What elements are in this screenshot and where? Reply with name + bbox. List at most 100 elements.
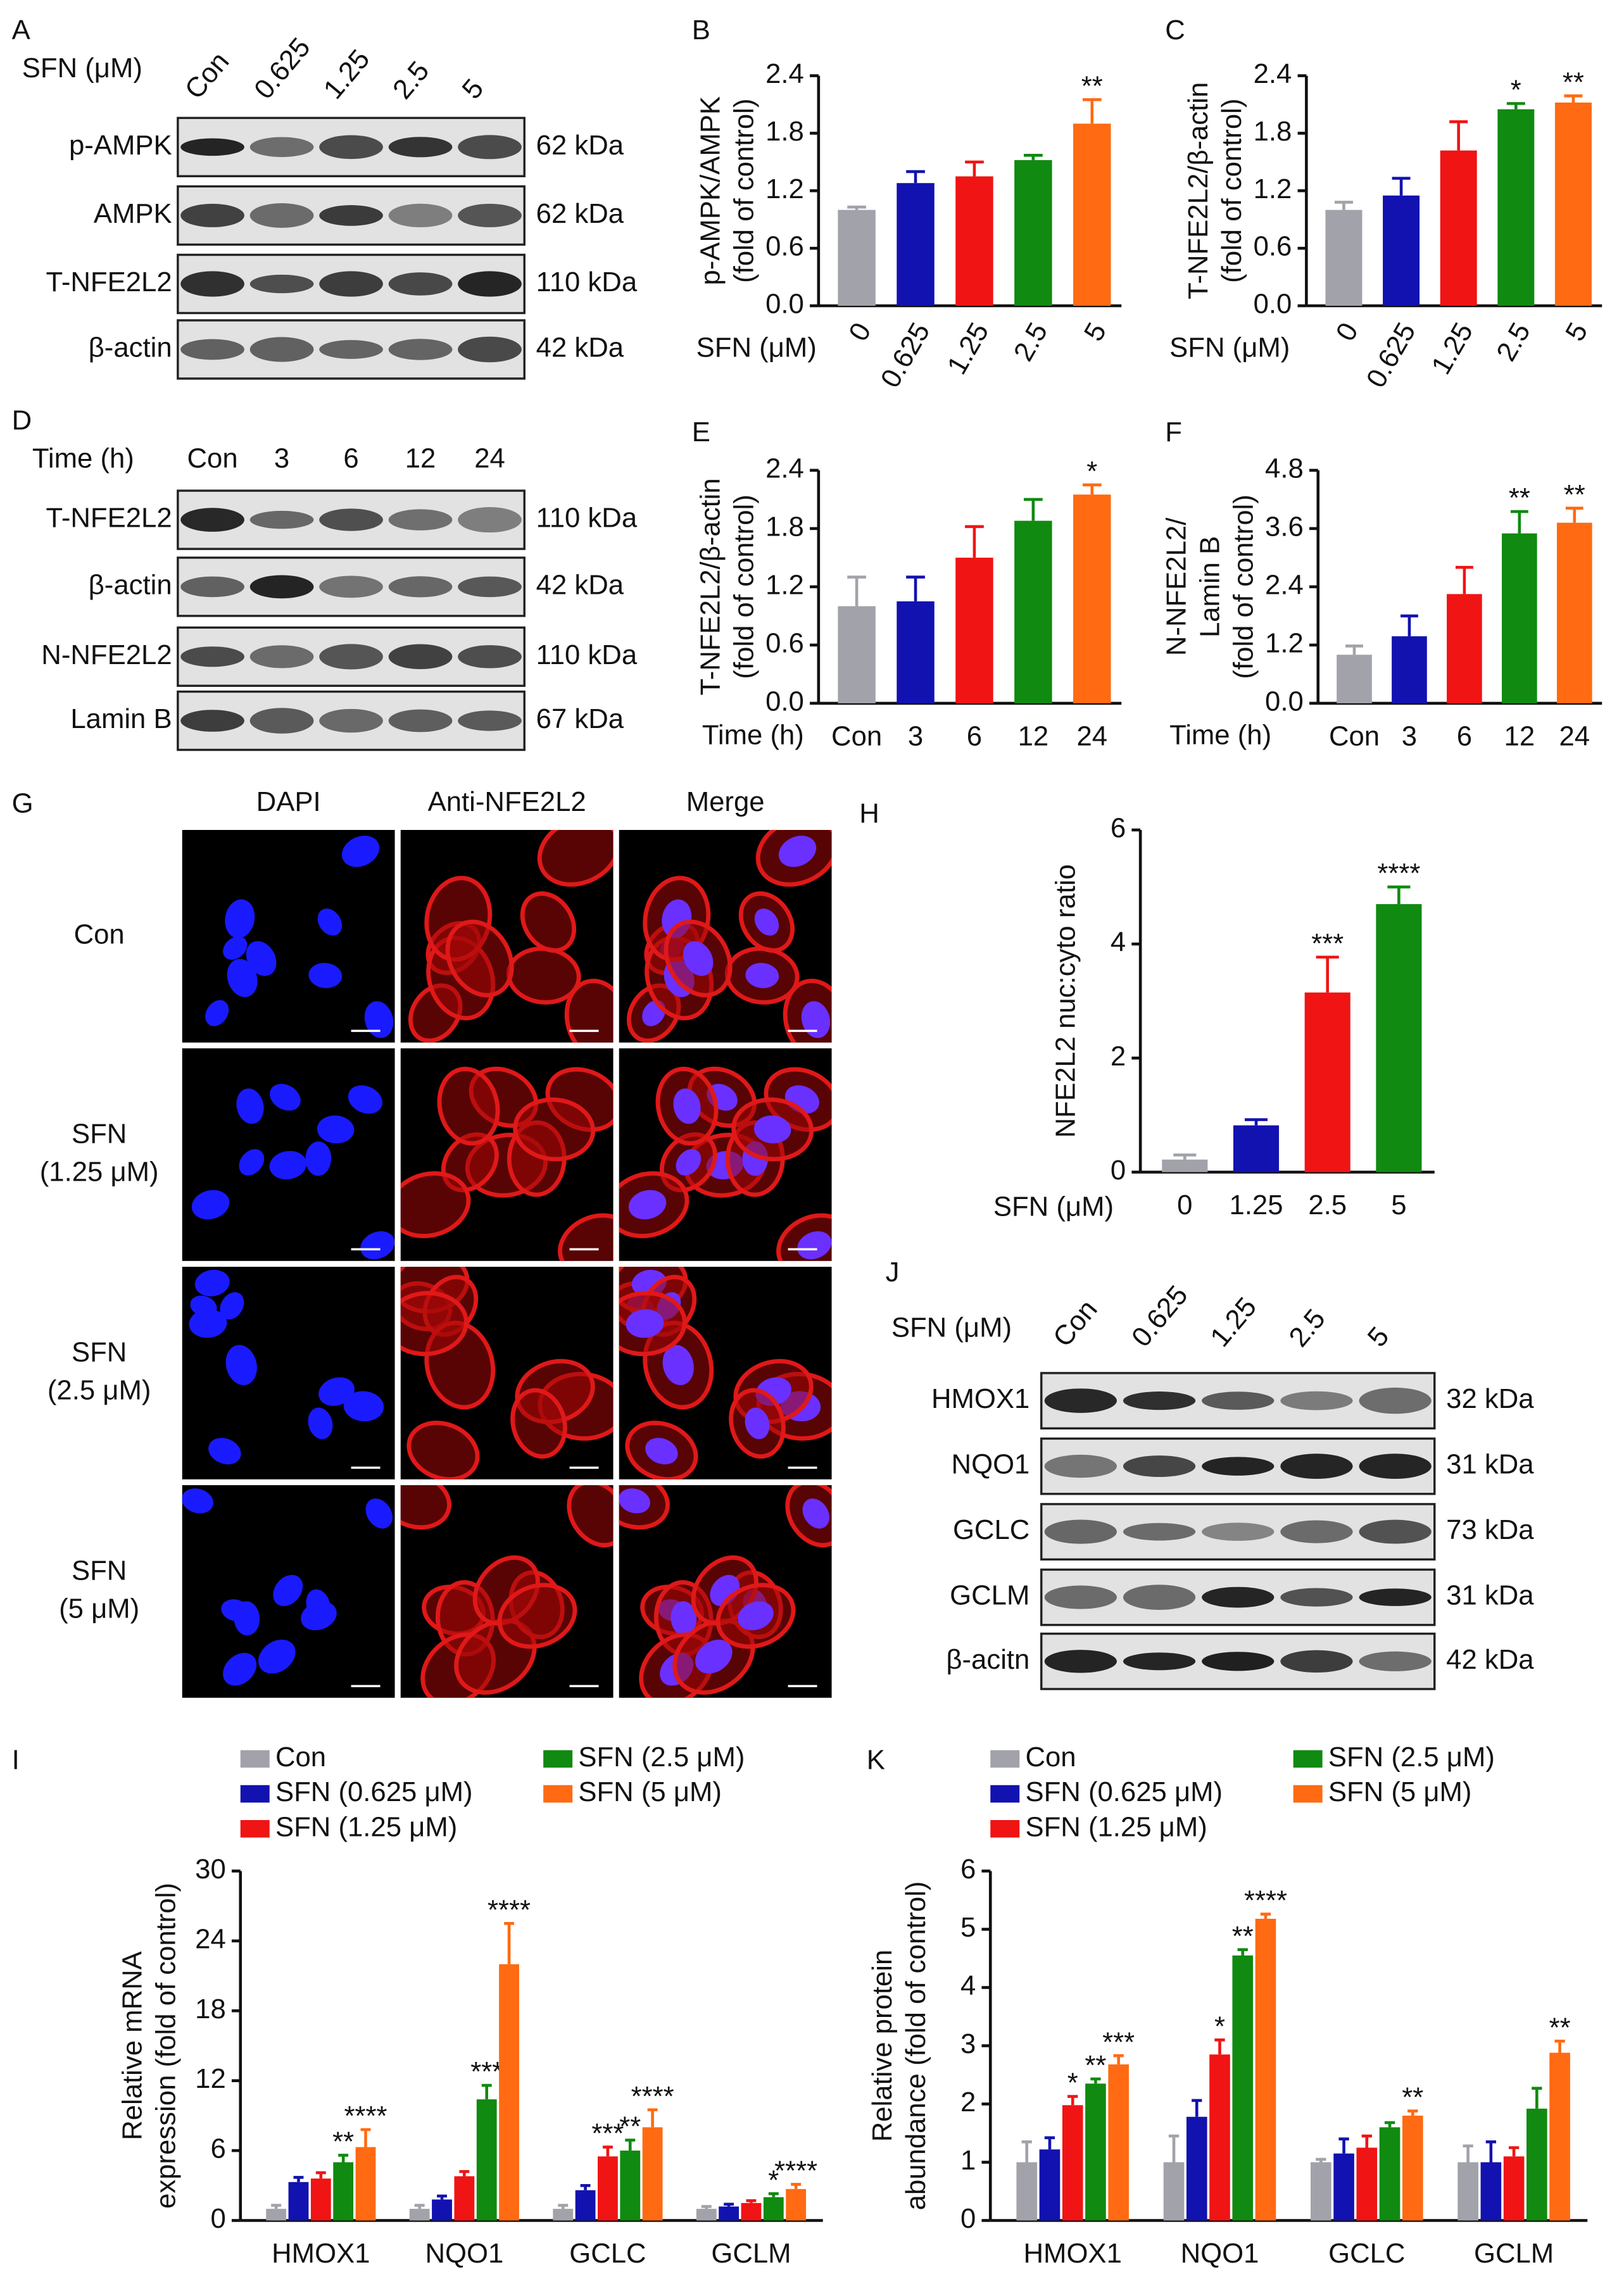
nucleus <box>738 1601 774 1631</box>
cells <box>400 1066 614 1261</box>
legend-label: Con <box>275 1742 326 1773</box>
protein-label: p-AMPK <box>69 130 172 161</box>
y-tick-label: 12 <box>195 2063 226 2094</box>
lane-label: 2.5 <box>1283 1303 1331 1353</box>
y-tick-label: 1 <box>960 2145 976 2176</box>
row-label: Con <box>74 919 125 950</box>
lane-label: 5 <box>456 73 489 105</box>
protein-label: T-NFE2L2 <box>46 267 172 298</box>
x-tick-label: NQO1 <box>425 2238 503 2269</box>
bar <box>476 2099 497 2221</box>
blot-band <box>1280 1588 1353 1607</box>
y-tick-label: 2 <box>960 2087 976 2118</box>
nucleus <box>343 1391 384 1422</box>
y-axis-label: (fold of control) <box>728 99 759 283</box>
cytoplasm <box>497 1583 577 1649</box>
blot-band <box>388 272 453 296</box>
blot-band <box>1123 1585 1196 1610</box>
x-tick-label: 3 <box>908 721 923 752</box>
y-axis-label: T-NFE2L2/β-actin <box>695 478 726 695</box>
x-tick-label: 2.5 <box>1490 317 1537 366</box>
cytoplasm <box>400 1171 471 1238</box>
y-tick-label: 4 <box>960 1970 976 2001</box>
protein-label: β-actin <box>89 569 172 600</box>
size-label: 110 kDa <box>536 503 638 534</box>
y-axis-label: (fold of control) <box>1228 494 1259 679</box>
panel-letter: I <box>12 1745 20 1776</box>
blot-band <box>1359 1588 1432 1606</box>
x-tick-label: 0.625 <box>874 317 936 393</box>
blot-band <box>1044 1585 1117 1609</box>
bar <box>1402 2115 1423 2221</box>
bar <box>1457 2162 1478 2221</box>
cytoplasm <box>445 919 514 998</box>
blot-band <box>1044 1388 1117 1413</box>
y-tick-label: 1.2 <box>1265 627 1304 658</box>
legend-swatch <box>990 1820 1020 1838</box>
blot-band <box>1202 1391 1275 1410</box>
row-label: SFN <box>72 1119 127 1150</box>
y-tick-label: 0.0 <box>1254 289 1292 320</box>
bar <box>955 176 993 306</box>
significance: * <box>1086 456 1097 487</box>
nucleus <box>225 1345 257 1385</box>
blot-band <box>249 137 314 158</box>
x-tick-label: 24 <box>1076 721 1107 752</box>
blot-band <box>180 646 244 667</box>
cells <box>619 1485 832 1698</box>
blot-band <box>180 271 244 297</box>
row-label: SFN <box>72 1337 127 1368</box>
nucleus <box>802 1498 829 1529</box>
cells <box>408 830 614 1043</box>
y-tick-label: 3.6 <box>1265 511 1304 542</box>
bar <box>897 601 935 703</box>
bar <box>1497 109 1535 306</box>
legend-swatch <box>990 1750 1020 1768</box>
column-label: Anti-NFE2L2 <box>428 786 586 817</box>
column-label: Merge <box>686 786 765 817</box>
blot-band <box>1202 1652 1275 1671</box>
significance: *** <box>1311 928 1344 959</box>
x-tick-label: 2.5 <box>1308 1190 1347 1221</box>
bar <box>1232 1955 1254 2221</box>
bar <box>1502 533 1537 703</box>
panel-letter: B <box>692 15 710 46</box>
significance: ** <box>1564 479 1585 510</box>
nucleus <box>683 941 714 976</box>
x-tick-label: Con <box>1329 721 1380 752</box>
y-axis-label: Lamin B <box>1194 536 1225 637</box>
nucleus <box>246 941 277 976</box>
panel-letter: K <box>867 1745 885 1776</box>
x-axis-label: SFN (μM) <box>993 1191 1114 1222</box>
significance: ** <box>1232 1921 1254 1952</box>
blot-band <box>319 135 383 160</box>
blot-band <box>1359 1454 1432 1479</box>
significance: **** <box>631 2081 674 2112</box>
cytoplasm <box>564 978 614 1043</box>
row-label: (1.25 μM) <box>40 1156 159 1187</box>
size-label: 31 kDa <box>1446 1580 1534 1611</box>
panel-letter: D <box>12 405 32 436</box>
bar <box>1556 522 1592 703</box>
legend-label: SFN (5 μM) <box>1328 1776 1472 1807</box>
blot-band <box>180 339 244 360</box>
bar <box>310 2178 331 2221</box>
lane-label: 0.625 <box>1126 1280 1194 1353</box>
bar <box>1186 2116 1207 2221</box>
y-tick-label: 18 <box>195 1994 226 2025</box>
cytoplasm <box>510 1388 567 1459</box>
significance: * <box>1511 75 1521 106</box>
significance: ** <box>332 2126 354 2157</box>
protein-label: N-NFE2L2 <box>41 639 172 670</box>
lane-label: Con <box>187 443 238 474</box>
significance: ** <box>1402 2082 1423 2113</box>
x-tick-label: 6 <box>1457 721 1472 752</box>
blot-band <box>458 576 522 598</box>
x-tick-label: HMOX1 <box>1024 2238 1122 2269</box>
protein-label: GCLM <box>950 1580 1029 1611</box>
blot-band <box>1123 1523 1196 1541</box>
bar <box>1392 636 1427 703</box>
size-label: 62 kDa <box>536 130 624 161</box>
blot-band <box>458 336 522 363</box>
y-axis-label: expression (fold of control) <box>150 1883 181 2209</box>
